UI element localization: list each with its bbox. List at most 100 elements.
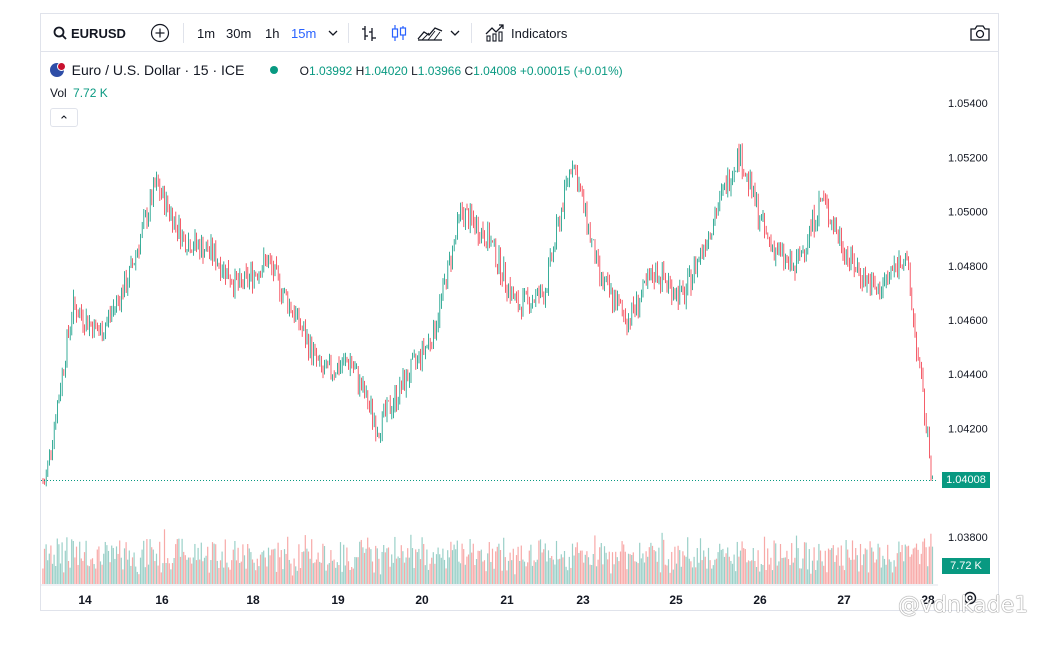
volume-bar — [187, 557, 190, 584]
volume-bar — [450, 541, 452, 584]
volume-bar — [66, 537, 68, 584]
volume-bar — [208, 572, 210, 584]
volume-bar — [272, 549, 274, 584]
volume-bar — [803, 542, 806, 584]
volume-bar — [410, 534, 412, 584]
volume-bar — [899, 552, 902, 584]
volume-bar — [669, 572, 671, 584]
volume-bar — [467, 554, 470, 584]
volume-bar — [411, 548, 414, 584]
volume-bar — [647, 556, 649, 584]
volume-bar — [791, 543, 793, 584]
volume-bar — [389, 566, 391, 584]
volume-bar — [896, 553, 898, 584]
volume-bar — [250, 552, 252, 584]
volume-bar — [453, 544, 455, 584]
volume-bar — [610, 573, 612, 584]
volume-bar — [235, 560, 238, 584]
volume-bar — [730, 560, 732, 584]
price-tick-label: 1.04600 — [948, 315, 988, 327]
volume-bar — [447, 550, 449, 584]
volume-bar — [99, 561, 102, 584]
volume-bar — [511, 560, 513, 584]
price-tick-label: 1.04800 — [948, 261, 988, 273]
volume-bar — [320, 562, 322, 584]
volume-bar — [760, 563, 762, 584]
volume-bar — [461, 543, 463, 584]
volume-bar — [583, 562, 585, 584]
price-axis[interactable]: 1.05400 1.05200 1.05000 1.04800 1.04600 1.044… — [948, 98, 988, 544]
volume-bar — [736, 541, 738, 584]
volume-bar — [915, 543, 918, 584]
market-status-dot[interactable] — [269, 66, 278, 74]
volume-bar — [277, 542, 279, 584]
volume-bar — [794, 557, 796, 584]
volume-bar — [490, 561, 492, 584]
volume-bar — [407, 548, 409, 584]
volume-bar — [781, 557, 783, 584]
chart-toolbar: EURUSD 1m 30m 1h 15m Indicators — [41, 14, 998, 52]
volume-bar — [818, 543, 820, 584]
chevron-down-icon — [450, 30, 460, 36]
compare-button[interactable] — [150, 14, 170, 52]
interval-1h[interactable]: 1h — [265, 14, 279, 52]
volume-bar — [538, 540, 540, 584]
interval-dropdown[interactable] — [328, 14, 338, 52]
volume-bar — [338, 565, 340, 584]
volume-bar — [327, 564, 329, 584]
volume-bar — [783, 557, 785, 584]
volume-bar — [888, 559, 890, 584]
volume-bar — [799, 568, 801, 584]
volume-bar — [293, 558, 295, 584]
volume-bar — [618, 561, 620, 584]
volume-bar — [586, 551, 588, 584]
volume-bar — [863, 554, 865, 584]
volume-bar — [431, 557, 433, 584]
volume-bar — [157, 565, 159, 584]
volume-bar — [119, 540, 121, 584]
volume-bar — [488, 542, 490, 584]
volume-bar — [477, 550, 479, 584]
interval-30m[interactable]: 30m — [226, 14, 251, 52]
candle-chart-type-button[interactable] — [391, 14, 407, 52]
price-chart[interactable]: 1.05400 1.05200 1.05000 1.04800 1.04600 1.044… — [41, 14, 998, 610]
bar-chart-type-button[interactable] — [361, 14, 377, 52]
volume-bar — [727, 547, 729, 584]
volume-bar — [61, 542, 63, 584]
volume-bar — [682, 551, 684, 584]
volume-bar — [919, 564, 921, 584]
volume-bar — [559, 558, 561, 584]
volume-bar — [770, 557, 772, 584]
time-axis[interactable]: 14 16 18 19 20 21 23 25 26 27 28 — [78, 593, 935, 607]
axis-settings-button[interactable] — [963, 591, 977, 605]
volume-bar — [469, 539, 471, 584]
volume-bar — [197, 547, 199, 584]
volume-bar — [867, 572, 870, 584]
volume-bar — [165, 562, 167, 584]
volume-bar — [525, 566, 527, 584]
volume-bar — [71, 539, 73, 584]
volume-bar — [675, 563, 678, 584]
snapshot-button[interactable] — [969, 14, 991, 52]
symbol-search-button[interactable]: EURUSD — [53, 14, 126, 52]
volume-bar — [840, 545, 842, 584]
volume-bar — [80, 558, 82, 584]
volume-bar — [570, 567, 572, 584]
interval-15m[interactable]: 15m — [291, 14, 316, 52]
volume-bar — [267, 547, 270, 584]
volume-bar — [317, 552, 319, 584]
volume-bar — [251, 559, 254, 584]
volume-bar — [696, 548, 698, 584]
volume-bar — [151, 547, 153, 584]
area-chart-type-button[interactable] — [417, 14, 443, 52]
volume-bar — [266, 566, 268, 584]
volume-bar — [539, 539, 542, 584]
collapse-legend-button[interactable]: ⌃ — [50, 108, 78, 128]
volume-bar — [381, 551, 383, 584]
volume-bar — [552, 559, 554, 584]
indicators-button[interactable]: Indicators — [485, 14, 567, 52]
interval-1m[interactable]: 1m — [197, 14, 215, 52]
time-tick-label: 20 — [415, 593, 429, 607]
chart-type-dropdown[interactable] — [450, 14, 460, 52]
volume-bar — [371, 561, 374, 584]
